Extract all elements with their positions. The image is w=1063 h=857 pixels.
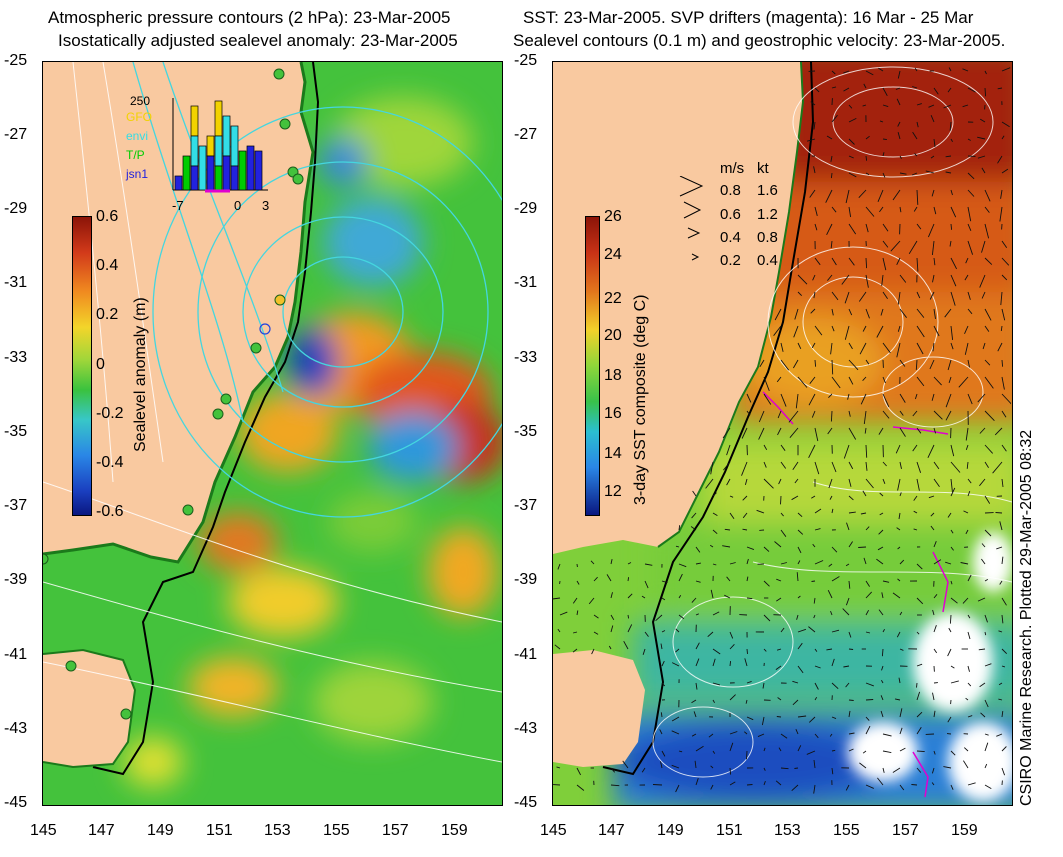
inset-mission-tp: T/P [126,148,145,162]
inset-tick-0: 0 [234,198,242,213]
sla-tick-2: 0.2 [96,306,119,323]
inset-mission-gfo: GFO [126,110,152,124]
sst-tick-3: 20 [604,327,622,344]
right-lat-tick: -37 [514,497,538,514]
inset-tick-3: 3 [262,198,270,213]
sealevel-anomaly-map-graphic [43,62,502,805]
left-lat-tick: -27 [4,126,28,143]
sst-tick-2: 22 [604,290,622,307]
right-lon-tick: 149 [657,822,684,839]
sst-tick-7: 12 [604,483,622,500]
right-lon-tick: 147 [598,822,625,839]
right-lat-tick: -29 [514,200,538,217]
left-lat-tick: -29 [4,200,28,217]
sla-tick-3: 0 [96,356,105,373]
sealevel-colorbar [72,216,92,516]
right-lon-tick: 159 [951,822,978,839]
right-lon-tick: 157 [892,822,919,839]
sst-tick-6: 14 [604,445,622,462]
sst-tick-4: 18 [604,367,622,384]
right-lon-tick: 153 [774,822,801,839]
right-lat-tick: -35 [514,423,538,440]
sst-colorbar [585,216,600,516]
velocity-legend-arrows [679,176,704,261]
left-lat-tick: -41 [4,646,28,663]
right-title-line1: SST: 23-Mar-2005. SVP drifters (magenta)… [523,8,974,27]
velocity-row-0-kt: 1.6 [757,182,778,199]
right-title-line2: Sealevel contours (0.1 m) and geostrophi… [513,31,1006,50]
velocity-header-ms: m/s [720,160,745,177]
velocity-row-2-ms: 0.4 [720,229,741,246]
left-lon-tick: 147 [88,822,115,839]
right-lat-tick: -31 [514,274,538,291]
left-lat-tick: -35 [4,423,28,440]
left-lon-tick: 157 [382,822,409,839]
left-lon-tick: 153 [264,822,291,839]
left-lat-tick: -33 [4,349,28,366]
right-lon-tick: 145 [540,822,567,839]
right-lat-tick: -43 [514,720,538,737]
velocity-row-0-ms: 0.8 [720,182,741,199]
sst-tick-5: 16 [604,405,622,422]
inset-mission-envi: envi [126,129,149,143]
inset-mission-jsn1: jsn1 [126,167,149,181]
sst-map [552,61,1013,806]
sst-colorbar-label: 3-day SST composite (deg C) [632,294,649,505]
sla-tick-0: 0.6 [96,208,119,225]
left-title-line2: Isostatically adjusted sealevel anomaly:… [58,31,458,50]
velocity-row-2-kt: 0.8 [757,229,778,246]
left-lat-tick: -37 [4,497,28,514]
right-lon-tick: 151 [716,822,743,839]
velocity-row-1-ms: 0.6 [720,206,741,223]
right-lat-tick: -45 [514,794,538,811]
sealevel-anomaly-map [42,61,503,806]
sst-tick-1: 24 [604,246,622,263]
sst-map-graphic [553,62,1012,805]
credit-label: CSIRO Marine Research. Plotted 29-Mar-20… [1018,429,1035,806]
inset-tick-neg7: -7 [172,198,184,213]
left-lon-tick: 145 [30,822,57,839]
sst-tick-0: 26 [604,208,622,225]
right-lat-tick: -27 [514,126,538,143]
velocity-header-kt: kt [757,160,769,177]
sealevel-colorbar-label: Sealevel anomaly (m) [132,297,149,452]
right-lat-tick: -33 [514,349,538,366]
sla-tick-4: -0.2 [96,405,124,422]
left-lat-tick: -31 [4,274,28,291]
sla-tick-1: 0.4 [96,257,119,274]
left-lat-tick: -39 [4,571,28,588]
velocity-row-3-kt: 0.4 [757,252,778,269]
left-lon-tick: 151 [206,822,233,839]
right-lon-tick: 155 [833,822,860,839]
sla-tick-5: -0.4 [96,454,124,471]
left-title-line1: Atmospheric pressure contours (2 hPa): 2… [48,8,451,27]
right-lat-tick: -39 [514,571,538,588]
inset-histogram [172,98,268,193]
sla-tick-6: -0.6 [96,503,124,520]
left-lat-tick: -25 [4,52,28,69]
left-lon-tick: 155 [323,822,350,839]
velocity-row-1-kt: 1.2 [757,206,778,223]
right-lat-tick: -25 [514,52,538,69]
velocity-row-3-ms: 0.2 [720,252,741,269]
inset-count-label: 250 [130,94,151,108]
left-lat-tick: -45 [4,794,28,811]
left-lon-tick: 149 [147,822,174,839]
left-lat-tick: -43 [4,720,28,737]
right-lat-tick: -41 [514,646,538,663]
left-lon-tick: 159 [441,822,468,839]
